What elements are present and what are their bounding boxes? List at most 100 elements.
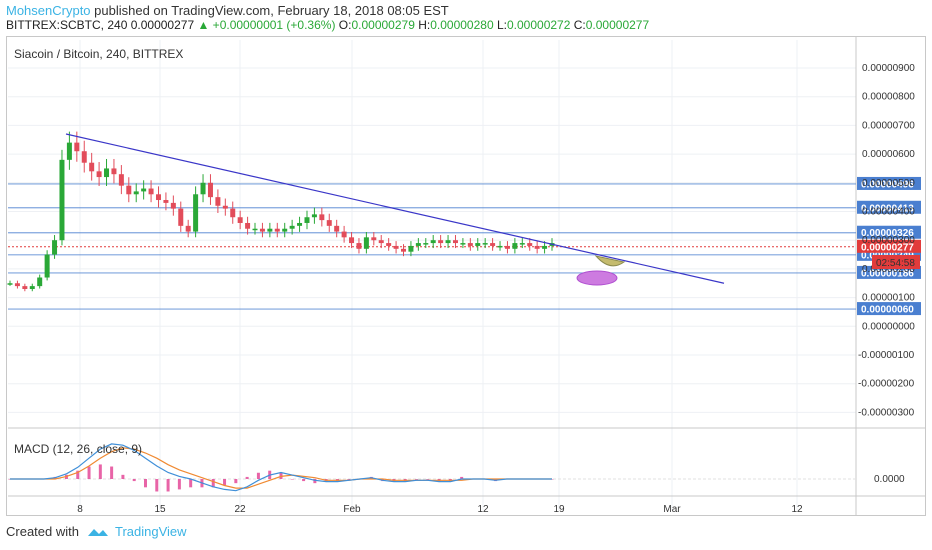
candle-body — [356, 243, 362, 249]
candle-body — [29, 286, 35, 289]
support-resistance-levels[interactable]: 0.000004960.000004130.000003260.00000249… — [8, 176, 921, 316]
price-change: ▲ +0.00000001 (+0.36%) — [197, 18, 336, 32]
candle-body — [81, 151, 87, 163]
candle-body — [504, 245, 510, 249]
candle-body — [438, 240, 444, 244]
macd-histogram-bar — [155, 479, 159, 492]
created-with-label: Created with — [6, 524, 79, 539]
macd-histogram-bar — [415, 479, 418, 480]
level-badge — [857, 302, 921, 316]
candle-body — [534, 245, 540, 249]
signal-line — [10, 447, 552, 489]
candle-body — [482, 243, 488, 245]
tradingview-brand[interactable]: TradingView — [114, 524, 187, 539]
candle-body — [512, 243, 518, 249]
macd-histogram-bar — [110, 466, 114, 479]
macd-histogram-bar — [132, 479, 136, 482]
level-label: 0.00000186 — [861, 268, 914, 279]
macd-histogram-bar — [166, 479, 170, 492]
candle-body — [467, 243, 473, 246]
macd-histogram-bar — [290, 479, 294, 480]
candle-body — [89, 162, 95, 172]
candle-body — [185, 225, 191, 232]
candle-body — [104, 168, 110, 178]
candle-body — [252, 228, 258, 231]
publish-line: MohsenCrypto published on TradingView.co… — [6, 3, 449, 18]
target-ellipse-upper[interactable] — [594, 255, 626, 267]
chart-frame[interactable] — [6, 36, 926, 516]
candle-body — [393, 245, 399, 249]
symbol-label: BITTREX:SCBTC, 240 — [6, 18, 128, 32]
candle-body — [267, 228, 273, 232]
candle-body — [193, 194, 199, 232]
macd-histogram-bar — [121, 474, 125, 479]
x-tick-label: Mar — [663, 504, 681, 515]
macd-histogram-bar — [76, 470, 80, 479]
annotation-shapes[interactable] — [576, 255, 626, 286]
candle-body — [282, 228, 288, 232]
candle-body — [475, 243, 481, 246]
candle-body — [415, 243, 421, 246]
chart-title: Siacoin / Bitcoin, 240, BITTREX — [14, 47, 183, 61]
macd-zero-label: 0.0000 — [874, 474, 905, 485]
macd-histogram-bar — [234, 479, 238, 484]
candle-body — [445, 240, 451, 244]
trendline-segment[interactable] — [65, 133, 725, 284]
y-tick-label: 0.00000600 — [862, 149, 915, 160]
level-label: 0.00000060 — [861, 305, 914, 316]
x-tick-label: 8 — [77, 504, 83, 515]
open-value: 0.00000279 — [351, 18, 415, 32]
macd-histogram-bar — [211, 479, 215, 488]
x-tick-label: 19 — [553, 504, 565, 515]
candle-body — [170, 202, 176, 209]
macd-histogram-bar — [87, 466, 91, 479]
high-label: H: — [418, 18, 431, 32]
macd-histogram-bar — [256, 472, 260, 479]
candle-body — [542, 245, 548, 249]
low-value: 0.00000272 — [506, 18, 571, 32]
y-tick-label: 0.00000800 — [862, 92, 915, 103]
candle-body — [274, 228, 280, 232]
candle-body — [148, 188, 154, 195]
candle-body — [200, 182, 206, 195]
y-tick-label: -0.00000300 — [858, 407, 915, 418]
candle-body — [319, 214, 325, 221]
candle-body — [304, 217, 310, 223]
x-tick-label: 12 — [791, 504, 803, 515]
candle-body — [259, 228, 265, 232]
candle-body — [126, 185, 132, 195]
candle-body — [215, 197, 221, 206]
level-label: 0.00000496 — [861, 179, 914, 190]
candle-body — [22, 286, 28, 289]
open-label: O: — [338, 18, 352, 32]
candle-body — [133, 191, 139, 195]
grid — [8, 36, 926, 516]
trendline[interactable] — [65, 133, 725, 284]
level-label: 0.00000413 — [861, 203, 914, 214]
last-price-label: 0.00000277 — [861, 242, 914, 253]
candle-body — [52, 240, 58, 255]
x-tick-label: 22 — [234, 504, 246, 515]
author-link[interactable]: MohsenCrypto — [6, 3, 91, 18]
target-ellipse-lower[interactable] — [576, 270, 618, 286]
candle-body — [237, 217, 243, 223]
macd-pane: 0.0000 — [8, 443, 905, 492]
candle-body — [7, 283, 13, 285]
candle-body — [311, 214, 317, 218]
tradingview-logo-icon — [87, 528, 108, 536]
candle-body — [245, 222, 251, 229]
macd-histogram-bar — [177, 479, 181, 490]
low-label: L: — [496, 18, 507, 32]
candle-body — [289, 225, 295, 229]
macd-histogram-bar — [302, 479, 306, 482]
price-candles — [7, 131, 555, 292]
candle-body — [111, 168, 117, 175]
high-value: 0.00000280 — [430, 18, 494, 32]
level-badge — [857, 265, 921, 279]
y-tick-label: -0.00000100 — [858, 350, 915, 361]
y-tick-label: 0.00000000 — [862, 321, 915, 332]
level-badge — [857, 176, 921, 190]
price-axis: 0.00000900 0.00000800 0.00000700 0.00000600… — [858, 63, 915, 418]
macd-histogram-bar — [189, 479, 193, 488]
chart-canvas[interactable]: 0.000004960.000004130.000003260.00000249… — [0, 0, 932, 520]
